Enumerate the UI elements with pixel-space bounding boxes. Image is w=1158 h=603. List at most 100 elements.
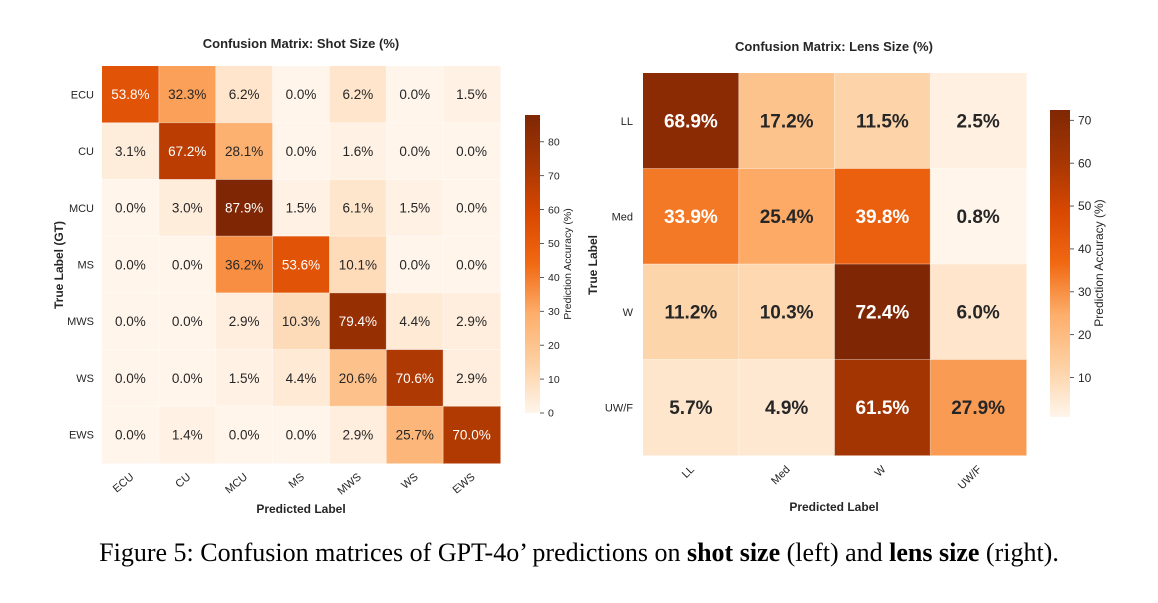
y-tick-label: MS [78,260,95,272]
cell-value-label: 36.2% [225,257,263,272]
heatmap-cell [834,168,931,265]
heatmap-cell [386,406,444,464]
heatmap-cell [158,292,217,351]
y-axis-label: True Label (GT) [52,221,66,309]
colorbar-label: Prediction Accuracy (%) [562,208,574,319]
figure-canvas: 53.8% 32.3% 6.2% 0.0% 6.2% 0.0% 1.5% 3.1% 67.2% 2… [52,36,1106,516]
heatmap-cell [272,122,330,180]
caption-text-2: (left) and [780,538,890,567]
cell-value-label: 0.0% [115,314,146,329]
chart-title: Confusion Matrix: Lens Size (%) [735,39,933,54]
colorbar-label: Prediction Accuracy (%) [1092,199,1106,326]
x-tick-label: LL [680,464,697,481]
cell-value-label: 4.4% [286,371,317,386]
heatmap-cell [930,359,1027,456]
colorbar-tick-label: 60 [1078,156,1092,170]
heatmap-cell [386,122,444,180]
heatmap-cell [102,236,160,294]
colorbar-tick-label: 20 [548,340,560,352]
colorbar-tick-label: 50 [548,238,560,250]
cell-value-label: 6.2% [229,87,260,102]
heatmap-cell [386,236,444,294]
cell-value-label: 2.9% [342,428,373,443]
cell-value-label: 1.5% [286,201,317,216]
heatmap-cell [158,122,217,180]
heatmap-cell [443,236,501,294]
cell-value-label: 0.8% [956,207,999,228]
colorbar-tick-label: 10 [548,374,560,386]
heatmap-cell [738,168,835,265]
heatmap-cell [738,264,835,360]
heatmap-cell [443,292,501,351]
heatmap-cell [158,236,217,294]
heatmap-cell [834,264,931,360]
heatmap-cell [158,179,217,237]
heatmap-cell [158,406,217,464]
cell-value-label: 25.7% [396,428,434,443]
heatmap-cell [386,349,444,407]
cell-value-label: 0.0% [286,428,317,443]
colorbar [1050,110,1070,417]
cell-value-label: 11.2% [664,303,717,324]
caption-text-1: Confusion matrices of GPT-4o’ prediction… [193,538,687,567]
x-tick-label: MCU [223,471,250,496]
heatmap-cell [329,292,387,351]
cell-value-label: 10.1% [339,257,377,272]
heatmap-cell [215,66,274,124]
x-tick-label: WS [399,471,420,492]
heatmap-cell [329,122,387,180]
y-axis-label: True Label [586,235,600,295]
cell-value-label: 6.2% [342,87,373,102]
y-tick-label: UW/F [605,402,633,414]
cell-value-label: 6.1% [342,201,373,216]
cell-value-label: 1.5% [456,87,487,102]
colorbar-tick-label: 70 [1078,113,1092,127]
cell-value-label: 10.3% [760,303,814,324]
heatmap-cell [215,179,274,237]
heatmap-cell [834,359,931,456]
cell-value-label: 0.0% [115,201,146,216]
cell-value-label: 1.6% [342,144,373,159]
cell-value-label: 4.4% [399,314,430,329]
cell-value-label: 11.5% [856,112,909,133]
x-tick-label: CU [173,471,193,490]
heatmap-cell [643,73,740,169]
heatmap-cell [738,359,835,456]
cell-value-label: 10.3% [282,314,320,329]
cell-value-label: 0.0% [286,87,317,102]
cell-value-label: 28.1% [225,144,263,159]
heatmap-cell [158,349,217,407]
heatmap-cell [329,406,387,464]
cell-value-label: 1.5% [229,371,260,386]
cell-value-label: 87.9% [225,201,263,216]
x-tick-label: Med [769,464,793,488]
heatmap-cell [329,236,387,294]
heatmap-cell [386,66,444,124]
cell-value-label: 61.5% [855,398,909,419]
cell-value-label: 2.9% [456,314,487,329]
heatmap-cell [643,264,740,360]
x-tick-label: ECU [111,471,137,495]
heatmap-cell [329,179,387,237]
heatmap-cell [443,66,501,124]
heatmap-cell [386,179,444,237]
heatmap-cell [930,264,1027,360]
cell-value-label: 39.8% [855,207,909,228]
x-tick-label: EWS [451,471,478,496]
heatmap-cell [329,66,387,124]
cell-value-label: 3.1% [115,144,146,159]
cell-value-label: 67.2% [168,144,206,159]
heatmap-cell [272,406,330,464]
cell-value-label: 0.0% [115,371,146,386]
heatmap-cell [272,179,330,237]
cell-value-label: 0.0% [229,428,260,443]
colorbar-tick-label: 50 [1078,199,1092,213]
y-tick-label: LL [621,116,633,128]
cell-value-label: 33.9% [664,207,718,228]
heatmap-cell [102,66,160,124]
cell-value-label: 25.4% [760,207,814,228]
x-tick-label: W [873,463,889,479]
x-tick-label: MS [287,471,307,491]
cell-value-label: 2.9% [456,371,487,386]
cell-value-label: 3.0% [172,201,203,216]
